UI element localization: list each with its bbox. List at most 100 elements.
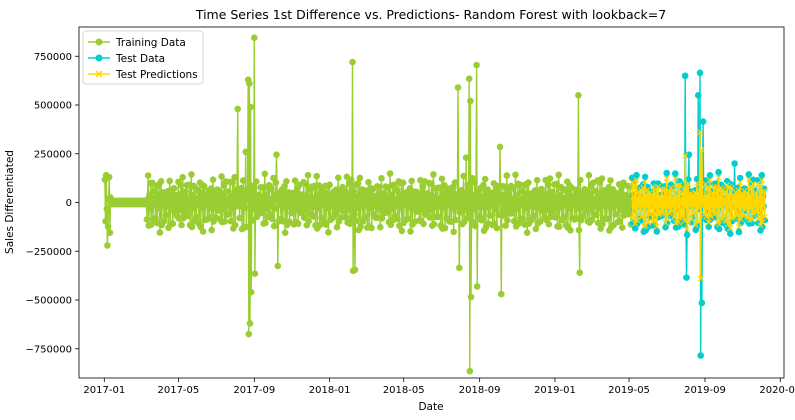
data-point xyxy=(732,197,739,204)
data-point xyxy=(545,220,553,228)
data-point xyxy=(655,183,662,190)
data-point xyxy=(664,215,671,222)
data-point xyxy=(758,177,765,184)
data-point xyxy=(725,191,732,198)
data-point xyxy=(662,219,669,226)
data-point xyxy=(693,196,700,203)
data-point xyxy=(380,189,388,197)
data-point xyxy=(244,187,251,195)
data-point xyxy=(377,223,384,231)
data-point xyxy=(743,203,750,210)
data-point xyxy=(678,201,685,208)
data-point xyxy=(577,176,584,184)
data-point xyxy=(560,214,567,221)
data-point xyxy=(752,189,759,196)
data-point xyxy=(632,220,639,227)
data-point xyxy=(504,217,511,224)
data-point xyxy=(419,183,427,190)
data-point xyxy=(456,264,463,272)
data-point xyxy=(302,180,310,188)
data-point xyxy=(572,196,579,204)
data-point xyxy=(188,171,195,178)
data-point xyxy=(345,206,353,213)
data-point xyxy=(486,212,494,219)
data-point xyxy=(157,178,165,185)
data-point xyxy=(586,191,594,198)
data-point xyxy=(247,103,254,111)
data-point xyxy=(710,208,716,215)
data-point xyxy=(607,177,614,184)
data-point xyxy=(493,224,501,232)
data-point xyxy=(716,221,723,228)
data-point xyxy=(227,217,235,225)
data-point xyxy=(671,214,678,221)
data-point xyxy=(354,180,362,187)
data-point xyxy=(268,215,276,223)
data-point xyxy=(703,192,710,199)
data-point xyxy=(551,214,559,221)
series-test-predictions xyxy=(629,129,768,282)
data-point xyxy=(465,208,472,216)
data-point xyxy=(229,179,236,186)
data-point xyxy=(378,215,386,222)
data-point xyxy=(350,187,358,195)
data-point xyxy=(221,218,228,225)
data-point xyxy=(544,181,552,189)
data-point xyxy=(685,219,692,226)
data-point xyxy=(691,202,698,209)
data-point xyxy=(365,178,372,186)
data-point xyxy=(463,215,471,222)
data-point xyxy=(567,227,574,234)
data-point xyxy=(666,188,673,195)
data-point xyxy=(386,170,394,177)
data-point xyxy=(184,212,191,220)
legend-marker-test-data xyxy=(95,54,103,62)
data-point xyxy=(704,205,711,212)
data-point xyxy=(170,185,178,192)
data-point xyxy=(724,221,731,228)
data-point xyxy=(713,204,720,211)
data-point xyxy=(721,201,728,208)
data-point xyxy=(430,171,437,178)
data-point xyxy=(333,223,341,231)
data-point xyxy=(679,213,686,220)
legend: Training Data Test Data Test Predictions xyxy=(82,30,204,85)
data-point xyxy=(460,172,467,180)
data-point xyxy=(748,184,755,191)
data-point xyxy=(630,205,637,212)
legend-label-training-data: Training Data xyxy=(115,37,186,49)
data-point xyxy=(206,214,213,221)
data-point xyxy=(248,182,256,190)
data-point xyxy=(530,212,537,220)
data-point xyxy=(699,118,707,125)
data-point xyxy=(745,176,752,183)
data-point xyxy=(251,34,258,41)
data-point xyxy=(209,176,217,183)
data-point xyxy=(368,224,375,232)
data-point xyxy=(588,216,596,224)
data-point xyxy=(697,352,704,359)
data-point xyxy=(515,220,522,227)
data-point xyxy=(685,180,692,187)
data-point xyxy=(697,129,704,136)
data-point xyxy=(294,220,302,227)
data-point xyxy=(268,186,275,193)
data-point xyxy=(603,215,611,223)
data-point xyxy=(510,184,517,191)
data-point xyxy=(450,228,458,236)
data-point xyxy=(698,146,705,153)
data-point xyxy=(231,173,238,181)
data-point xyxy=(660,209,666,216)
data-point xyxy=(243,196,251,204)
data-point xyxy=(682,152,689,159)
data-point xyxy=(546,175,554,182)
data-point xyxy=(716,193,723,200)
data-point xyxy=(640,184,647,191)
data-point xyxy=(251,270,259,278)
data-point xyxy=(454,84,462,91)
data-point xyxy=(143,216,151,223)
data-point xyxy=(283,178,290,185)
data-point xyxy=(730,201,737,208)
data-point xyxy=(472,222,479,230)
data-point xyxy=(288,209,295,217)
